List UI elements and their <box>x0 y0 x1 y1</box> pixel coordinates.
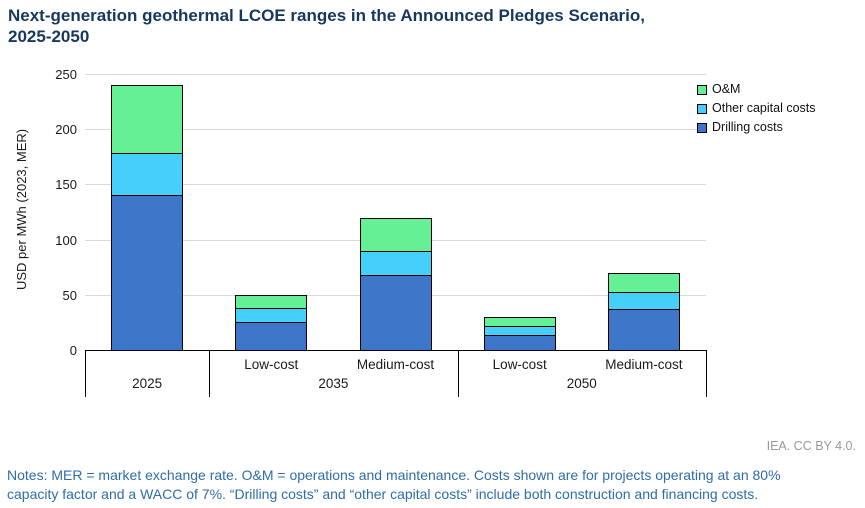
bar-segment-o-m <box>360 218 432 252</box>
bar-segment-drilling-costs <box>111 195 183 351</box>
legend-item-other-capital-costs: Other capital costs <box>697 99 816 118</box>
y-tick-label: 150 <box>55 177 77 193</box>
legend-label: Other capital costs <box>712 101 816 116</box>
x-axis-separator-3 <box>706 350 707 397</box>
chart-title-line2: 2025-2050 <box>8 27 90 46</box>
legend-swatch-icon <box>697 122 707 133</box>
gridline-250 <box>85 74 706 75</box>
x-sublabel-medium-cost: Medium-cost <box>356 357 435 372</box>
x-axis-separator-2 <box>458 350 459 397</box>
bar-segment-o-m <box>484 317 556 327</box>
legend-item-drilling-costs: Drilling costs <box>697 118 816 137</box>
bar-segment-drilling-costs <box>360 275 432 351</box>
bar-segment-drilling-costs <box>235 322 307 351</box>
chart-title-line1: Next-generation geothermal LCOE ranges i… <box>8 6 645 25</box>
legend-label: O&M <box>712 82 741 97</box>
bar-segment-other-capital-costs <box>235 308 307 323</box>
chart-legend: O&M Other capital costs Drilling costs <box>697 80 816 137</box>
x-sublabel-low-cost: Low-cost <box>492 357 547 372</box>
y-tick-label: 50 <box>62 287 77 303</box>
y-axis-label: USD per MWh (2023, MER) <box>14 128 29 290</box>
bar-segment-o-m <box>608 273 680 293</box>
x-group-label-2050: 2050 <box>566 376 597 391</box>
x-sublabel-medium-cost: Medium-cost <box>605 357 683 372</box>
bar-segment-other-capital-costs <box>608 291 680 310</box>
legend-item-o-m: O&M <box>697 80 816 99</box>
gridline-150 <box>85 184 706 186</box>
legend-swatch-icon <box>697 103 707 114</box>
bar-segment-o-m <box>111 85 183 154</box>
bar-segment-drilling-costs <box>484 335 556 351</box>
notes-line1: Notes: MER = market exchange rate. O&M =… <box>7 467 781 483</box>
y-tick-label: 0 <box>69 343 77 358</box>
bar-segment-other-capital-costs <box>484 326 556 336</box>
bar-segment-o-m <box>235 295 307 309</box>
y-tick-label: 250 <box>55 67 77 82</box>
bar-segment-drilling-costs <box>608 309 680 351</box>
x-sublabel-low-cost: Low-cost <box>244 357 299 372</box>
legend-swatch-icon <box>697 84 707 95</box>
bar-segment-other-capital-costs <box>360 251 432 276</box>
y-tick-label: 100 <box>55 232 77 248</box>
chart-title: Next-generation geothermal LCOE ranges i… <box>8 5 828 47</box>
legend-label: Drilling costs <box>712 120 783 135</box>
notes-line2: capacity factor and a WACC of 7%. “Drill… <box>7 486 759 502</box>
x-group-label-2035: 2035 <box>318 376 349 391</box>
x-axis-separator-1 <box>209 350 210 397</box>
x-axis-separator-0 <box>85 350 86 397</box>
bar-segment-other-capital-costs <box>111 153 183 196</box>
chart-notes: Notes: MER = market exchange rate. O&M =… <box>7 466 863 504</box>
credit-text: IEA. CC BY 4.0. <box>766 439 856 453</box>
y-tick-label: 200 <box>55 122 77 138</box>
x-group-label-2025: 2025 <box>132 376 163 391</box>
gridline-200 <box>85 129 706 131</box>
